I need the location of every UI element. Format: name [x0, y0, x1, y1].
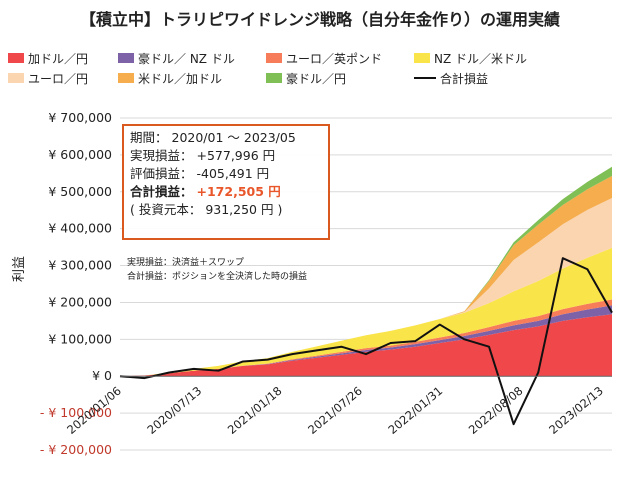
- legend-line-swatch: [414, 77, 436, 79]
- x-tick-label: 2021/07/26: [305, 384, 365, 437]
- legend-item: NZ ドル／米ドル: [414, 50, 527, 67]
- legend-item: 加ドル／円: [8, 50, 118, 67]
- legend-swatch: [118, 73, 134, 83]
- area-series: [120, 247, 612, 377]
- legend-label: 合計損益: [440, 71, 489, 86]
- y-tick-label: - ¥ 100,000: [40, 405, 112, 420]
- unrealized-row: 評価損益： -405,491 円: [130, 166, 270, 181]
- total-value: +172,505 円: [196, 184, 281, 199]
- legend-row-1: 加ドル／円 豪ドル／ NZ ドル ユーロ／英ポンド NZ ドル／米ドル: [8, 48, 633, 68]
- chart-title: 【積立中】トラリピワイドレンジ戦略（自分年金作り）の運用実績: [79, 10, 560, 29]
- x-tick-label: 2021/01/18: [225, 384, 285, 437]
- total-pl-line: [119, 257, 613, 426]
- x-tick-label: 2023/02/13: [546, 384, 606, 437]
- legend-swatch: [266, 73, 282, 83]
- legend-label: ユーロ／円: [28, 71, 89, 86]
- period-row: 期間： 2020/01 ～ 2023/05: [130, 130, 296, 145]
- x-tick-label: 2022/08/08: [466, 384, 526, 437]
- y-tick-label: ¥ 200,000: [48, 294, 112, 309]
- total-row: 合計損益： +172,505 円: [130, 184, 281, 199]
- note-realized: 実現損益：決済益＋スワップ: [127, 258, 245, 268]
- realized-row: 実現損益： +577,996 円: [130, 148, 276, 163]
- area-series: [120, 198, 612, 377]
- legend-swatch: [118, 53, 134, 63]
- x-tick-label: 2020/07/13: [144, 384, 204, 437]
- legend-item: ユーロ／円: [8, 70, 118, 87]
- y-tick-label: ¥ 300,000: [48, 258, 112, 273]
- y-axis-label: 利益: [12, 255, 27, 282]
- legend-item: 米ドル／加ドル: [118, 70, 266, 87]
- note-total: 合計損益：ポジションを全決済した時の損益: [127, 272, 308, 282]
- legend-swatch: [8, 73, 24, 83]
- period-value: 2020/01 ～ 2023/05: [171, 130, 296, 145]
- legend-swatch: [266, 53, 282, 63]
- legend-label: NZ ドル／米ドル: [434, 51, 528, 66]
- x-tick-label: 2022/01/31: [385, 384, 445, 437]
- legend-swatch: [414, 53, 430, 63]
- legend-label: 米ドル／加ドル: [138, 71, 223, 86]
- y-tick-label: - ¥ 200,000: [40, 442, 112, 457]
- y-tick-label: ¥ 500,000: [48, 184, 112, 199]
- area-series: [120, 314, 612, 377]
- legend-label: 豪ドル／ NZ ドル: [138, 51, 235, 66]
- realized-value: +577,996 円: [196, 148, 276, 163]
- y-tick-label: ¥ 0: [92, 368, 112, 383]
- legend-item: 豪ドル／ NZ ドル: [118, 50, 266, 67]
- y-tick-label: ¥ 400,000: [48, 221, 112, 236]
- chart-notes: 実現損益：決済益＋スワップ 合計損益：ポジションを全決済した時の損益: [127, 256, 307, 284]
- legend-row-2: ユーロ／円 米ドル／加ドル 豪ドル／円 合計損益: [8, 68, 633, 88]
- legend-label: 豪ドル／円: [286, 71, 347, 86]
- principal-row: ( 投資元本： 931,250 円 ): [130, 202, 283, 217]
- unrealized-value: -405,491 円: [196, 166, 270, 181]
- y-tick-label: ¥ 700,000: [48, 110, 112, 125]
- y-tick-label: ¥ 100,000: [48, 331, 112, 346]
- summary-box: 期間： 2020/01 ～ 2023/05 実現損益： +577,996 円 評…: [122, 124, 330, 240]
- legend-label: ユーロ／英ポンド: [286, 51, 383, 66]
- legend-item: 豪ドル／円: [266, 70, 414, 87]
- legend-item: 合計損益: [414, 70, 488, 87]
- legend-swatch: [8, 53, 24, 63]
- legend: 加ドル／円 豪ドル／ NZ ドル ユーロ／英ポンド NZ ドル／米ドル ユーロ／…: [8, 48, 633, 88]
- y-tick-label: ¥ 600,000: [48, 147, 112, 162]
- legend-item: ユーロ／英ポンド: [266, 50, 414, 67]
- legend-label: 加ドル／円: [28, 51, 89, 66]
